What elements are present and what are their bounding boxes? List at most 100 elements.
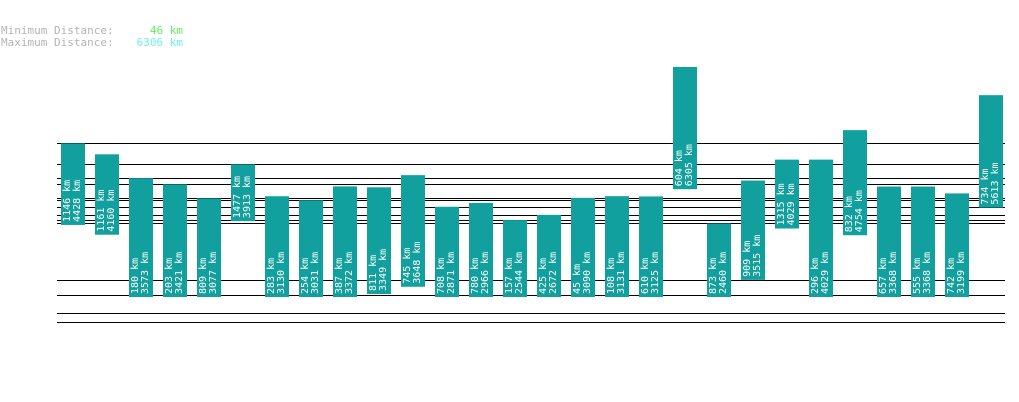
bar-low-label: 811 km (368, 255, 379, 291)
bar-group: 780 km 2966 km (469, 202, 493, 297)
range-bar (95, 154, 119, 235)
range-bar (639, 196, 663, 297)
bar-group: 742 km 3199 km (945, 193, 969, 297)
distance-legend: Minimum Distance: 46 km Maximum Distance:… (1, 25, 183, 49)
bar-low-label: 157 km (504, 258, 515, 294)
bar-low-label: 296 km (810, 258, 821, 294)
bar-low-label: 708 km (436, 258, 447, 294)
bar-high-label: 3368 km (922, 252, 933, 294)
bar-group: 604 km 6305 km (673, 67, 697, 190)
range-bar (163, 184, 187, 297)
bar-high-label: 3090 km (582, 252, 593, 294)
range-bar (129, 178, 153, 297)
bar-high-label: 4754 km (854, 190, 865, 232)
range-bar (367, 187, 391, 294)
bar-group: 745 km 3648 km (401, 175, 425, 287)
range-bar (333, 186, 357, 297)
range-bar (503, 220, 527, 297)
bar-low-label: 1315 km (776, 183, 787, 225)
bar-high-label: 2871 km (446, 252, 457, 294)
bar-high-label: 3125 km (650, 252, 661, 294)
bar-group: 203 km 3421 km (163, 184, 187, 297)
bar-high-label: 4160 km (106, 190, 117, 232)
bar-high-label: 3349 km (378, 249, 389, 291)
legend-max-value: 6306 km (136, 36, 183, 49)
bar-high-label: 3130 km (276, 252, 287, 294)
range-bar (537, 214, 561, 297)
range-bar (741, 180, 765, 280)
bar-high-label: 3648 km (412, 242, 423, 284)
range-bar (231, 164, 255, 222)
bar-low-label: 734 km (980, 168, 991, 204)
bar-low-label: 108 km (606, 258, 617, 294)
legend-min-label: Minimum Distance: (1, 24, 114, 37)
bar-high-label: 4029 km (820, 252, 831, 294)
range-bar (843, 130, 867, 236)
bar-group: 811 km 3349 km (367, 187, 391, 294)
bar-group: 296 km 4029 km (809, 159, 833, 297)
range-bar (401, 175, 425, 287)
range-bar (469, 202, 493, 297)
range-bar (809, 159, 833, 297)
bar-group: 45 km 3090 km (571, 197, 595, 297)
bar-high-label: 3131 km (616, 252, 627, 294)
bar-high-label: 3368 km (888, 252, 899, 294)
bar-group: 1161 km 4160 km (95, 154, 119, 235)
range-bar (707, 223, 731, 297)
bar-high-label: 2966 km (480, 252, 491, 294)
range-bar (299, 200, 323, 297)
bar-low-label: 780 km (470, 258, 481, 294)
range-bar (979, 95, 1003, 208)
bar-low-label: 180 km (130, 258, 141, 294)
bar-low-label: 742 km (946, 258, 957, 294)
bar-group: 1315 km 4029 km (775, 159, 799, 229)
bar-group: 180 km 3573 km (129, 178, 153, 297)
bar-group: 387 km 3372 km (333, 186, 357, 297)
bar-high-label: 5613 km (990, 162, 1001, 204)
range-bar (435, 206, 459, 297)
bar-group: 734 km 5613 km (979, 95, 1003, 208)
bar-group: 254 km 3031 km (299, 200, 323, 297)
legend-min-row: Minimum Distance: 46 km (1, 25, 183, 37)
range-bar (197, 198, 221, 297)
bar-group: 425 km 2672 km (537, 214, 561, 297)
bar-low-label: 832 km (844, 196, 855, 232)
range-bar (571, 197, 595, 297)
bar-group: 809 km 3077 km (197, 198, 221, 297)
bar-group: 108 km 3131 km (605, 196, 629, 297)
bar-high-label: 3913 km (242, 176, 253, 218)
bar-low-label: 745 km (402, 248, 413, 284)
range-bar (877, 186, 901, 297)
bar-high-label: 3573 km (140, 252, 151, 294)
bar-group: 708 km 2871 km (435, 206, 459, 297)
bar-group: 1146 km 4428 km (61, 143, 85, 225)
bar-low-label: 555 km (912, 258, 923, 294)
bar-high-label: 3421 km (174, 252, 185, 294)
bar-group: 1477 km 3913 km (231, 164, 255, 222)
bar-low-label: 203 km (164, 258, 175, 294)
legend-max-row: Maximum Distance: 6306 km (1, 37, 183, 49)
bar-low-label: 809 km (198, 258, 209, 294)
bar-high-label: 4428 km (72, 180, 83, 222)
bar-high-label: 3515 km (752, 235, 763, 277)
bar-group: 832 km 4754 km (843, 130, 867, 236)
bar-low-label: 1477 km (232, 176, 243, 218)
bar-low-label: 283 km (266, 258, 277, 294)
range-bar (775, 159, 799, 229)
bar-group: 283 km 3130 km (265, 196, 289, 297)
bar-high-label: 2544 km (514, 252, 525, 294)
bar-low-label: 425 km (538, 258, 549, 294)
bar-high-label: 3031 km (310, 252, 321, 294)
bar-high-label: 2672 km (548, 252, 559, 294)
legend-min-value: 46 km (149, 24, 183, 37)
bar-low-label: 45 km (572, 264, 583, 294)
bar-low-label: 873 km (708, 258, 719, 294)
bar-low-label: 909 km (742, 241, 753, 277)
bar-high-label: 3077 km (208, 252, 219, 294)
bar-high-label: 3199 km (956, 252, 967, 294)
legend-max-label: Maximum Distance: (1, 36, 114, 49)
range-bar (265, 196, 289, 297)
range-bar (605, 196, 629, 297)
bar-group: 909 km 3515 km (741, 180, 765, 280)
